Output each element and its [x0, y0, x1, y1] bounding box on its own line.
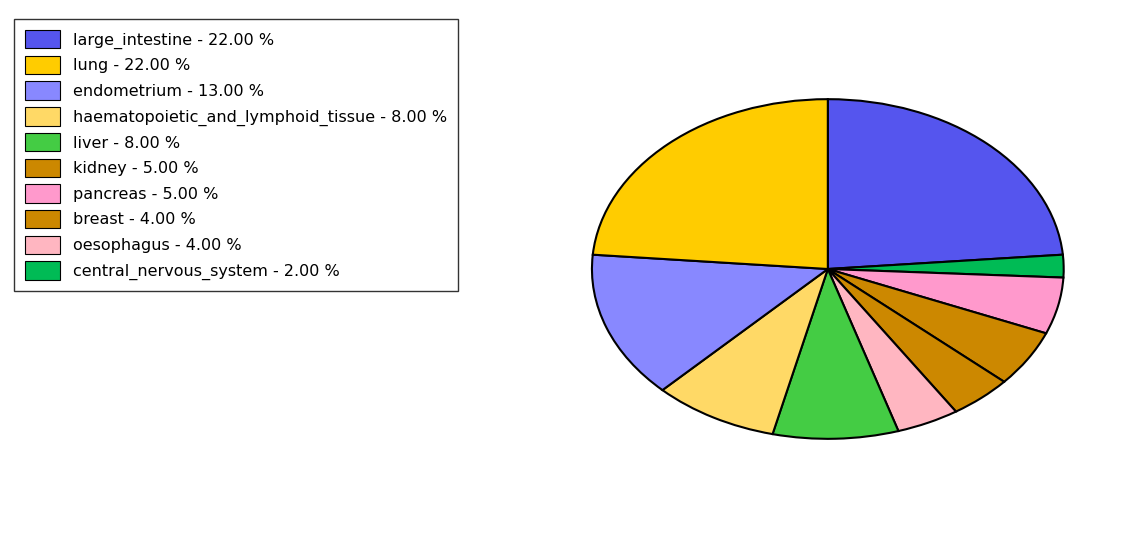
Wedge shape — [593, 99, 828, 269]
Wedge shape — [828, 99, 1063, 269]
Wedge shape — [828, 269, 1005, 412]
Wedge shape — [772, 269, 898, 439]
Wedge shape — [828, 269, 1064, 334]
Wedge shape — [592, 254, 828, 390]
Legend: large_intestine - 22.00 %, lung - 22.00 %, endometrium - 13.00 %, haematopoietic: large_intestine - 22.00 %, lung - 22.00 … — [14, 19, 458, 291]
Wedge shape — [662, 269, 828, 434]
Wedge shape — [828, 269, 956, 431]
Wedge shape — [828, 254, 1064, 278]
Wedge shape — [828, 269, 1047, 382]
